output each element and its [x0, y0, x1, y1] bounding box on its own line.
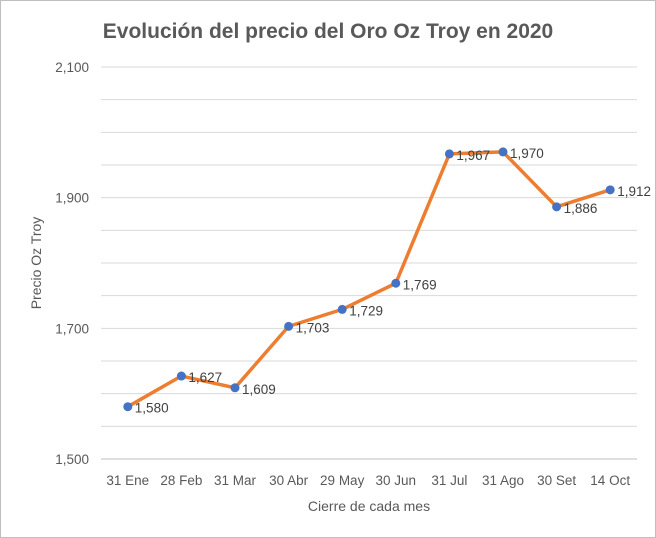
data-label: 1,912: [617, 184, 651, 199]
data-point: [123, 402, 133, 412]
data-point: [498, 147, 508, 157]
data-label: 1,729: [349, 303, 383, 318]
x-tick-label: 28 Feb: [160, 473, 202, 488]
data-point: [444, 149, 454, 159]
data-label: 1,886: [564, 201, 598, 216]
data-point: [176, 371, 186, 381]
y-tick-label: 1,700: [55, 321, 89, 336]
data-point: [230, 383, 240, 393]
data-point: [605, 185, 615, 195]
x-tick-label: 14 Oct: [590, 473, 630, 488]
y-tick-label: 2,100: [55, 60, 89, 75]
data-label: 1,627: [188, 370, 222, 385]
x-tick-label: 30 Jun: [376, 473, 417, 488]
data-point: [284, 321, 294, 331]
x-tick-label: 31 Ago: [482, 473, 524, 488]
x-axis-label: Cierre de cada mes: [308, 498, 430, 514]
x-tick-label: 31 Jul: [431, 473, 467, 488]
data-labels: 1,580 1,627 1,609 1,703 1,729 1,769 1,967 1,970…: [135, 146, 651, 416]
axes: 1,500 1,700 1,900 2,100 31 Ene 28 Feb 31 Mar 30…: [55, 60, 637, 488]
chart-title: Evolución del precio del Oro Oz Troy en …: [103, 20, 553, 43]
data-label: 1,703: [296, 320, 330, 335]
data-label: 1,967: [456, 148, 490, 163]
data-label: 1,769: [403, 277, 437, 292]
series-line: [126, 150, 612, 409]
x-tick-label: 31 Mar: [214, 473, 257, 488]
x-tick-label: 29 May: [320, 473, 365, 488]
x-tick-label: 30 Set: [537, 473, 576, 488]
data-point: [391, 278, 401, 288]
y-tick-label: 1,900: [55, 191, 89, 206]
y-axis-label: Precio Oz Troy: [28, 217, 44, 310]
data-point: [337, 304, 347, 314]
data-label: 1,580: [135, 401, 169, 416]
y-tick-label: 1,500: [55, 452, 89, 467]
data-label: 1,970: [510, 146, 544, 161]
x-tick-label: 30 Abr: [269, 473, 309, 488]
data-label: 1,609: [242, 382, 276, 397]
data-point: [552, 202, 562, 212]
x-tick-label: 31 Ene: [106, 473, 149, 488]
series: [123, 147, 615, 412]
